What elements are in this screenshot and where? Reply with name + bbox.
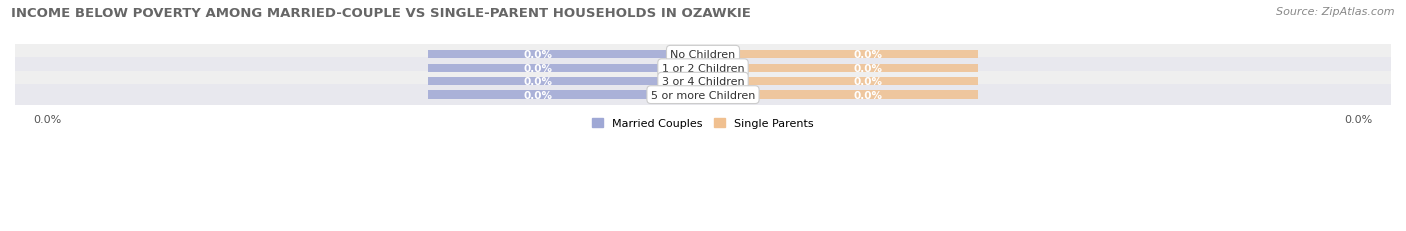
Bar xyxy=(703,64,979,73)
Text: 0.0%: 0.0% xyxy=(523,50,553,60)
Text: 0.0%: 0.0% xyxy=(853,90,883,100)
Text: INCOME BELOW POVERTY AMONG MARRIED-COUPLE VS SINGLE-PARENT HOUSEHOLDS IN OZAWKIE: INCOME BELOW POVERTY AMONG MARRIED-COUPL… xyxy=(11,7,751,20)
Text: Source: ZipAtlas.com: Source: ZipAtlas.com xyxy=(1277,7,1395,17)
Legend: Married Couples, Single Parents: Married Couples, Single Parents xyxy=(588,114,818,133)
Text: 0.0%: 0.0% xyxy=(853,64,883,73)
Bar xyxy=(0,71,1406,92)
Text: 0.0%: 0.0% xyxy=(523,77,553,87)
Bar xyxy=(427,51,703,59)
Text: 0.0%: 0.0% xyxy=(853,50,883,60)
Bar xyxy=(703,91,979,99)
Bar xyxy=(0,45,1406,65)
Text: No Children: No Children xyxy=(671,50,735,60)
Text: 0.0%: 0.0% xyxy=(853,77,883,87)
Bar xyxy=(427,78,703,86)
Bar xyxy=(703,78,979,86)
Bar xyxy=(703,51,979,59)
Text: 0.0%: 0.0% xyxy=(523,90,553,100)
Bar xyxy=(0,58,1406,79)
Text: 1 or 2 Children: 1 or 2 Children xyxy=(662,64,744,73)
Bar xyxy=(427,91,703,99)
Text: 3 or 4 Children: 3 or 4 Children xyxy=(662,77,744,87)
Text: 0.0%: 0.0% xyxy=(523,64,553,73)
Bar xyxy=(427,64,703,73)
Bar xyxy=(0,85,1406,106)
Text: 5 or more Children: 5 or more Children xyxy=(651,90,755,100)
